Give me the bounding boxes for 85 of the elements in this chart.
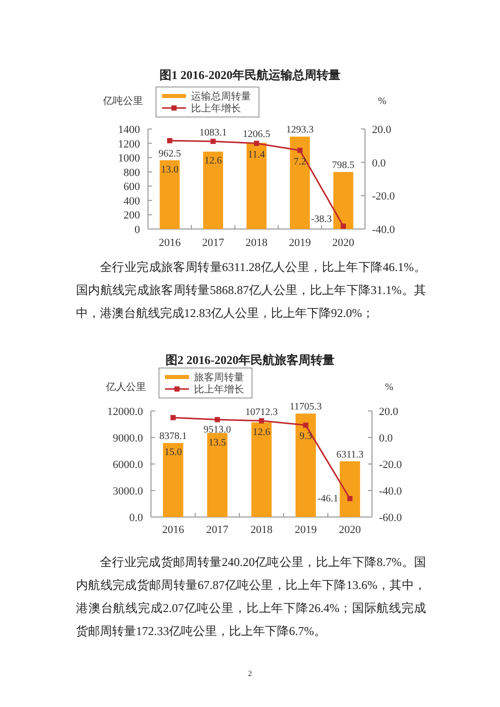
y-tick-label: 6000.0 [112,459,144,471]
data-label: 798.5 [332,160,355,171]
point [340,224,346,229]
data-label: 9513.0 [204,424,232,436]
data-label: 7.2 [294,156,306,168]
legend-label: 比上年增长 [194,384,244,396]
point [258,418,264,424]
legend-label: 运输总周转量 [191,90,251,102]
text: 全行业完成货邮周转量240.20亿吨公里，比上年下降8.7%。国内航线完成货邮周转量67.87亿吨公里，比上年下降13.6%，其中，港澳台航线完成2.07亿吨公里，比上年下降26.4%；国际航线完成货邮周转量172.33亿吨公里，比上年下降6.7%。 [76,554,426,640]
bar [160,160,180,229]
bar [203,152,224,229]
x-tick-label: 2019 [294,524,318,536]
bar [207,432,228,517]
y2-tick-label: -20.0 [379,459,402,471]
legend-label: 比上年增长 [191,102,241,114]
chart-title: 图1 2016-2020年民航运输总周转量 [160,68,340,82]
y2-axis-title: % [385,382,394,393]
point [170,415,176,420]
data-label: 6311.3 [336,449,364,460]
x-tick-label: 2020 [332,237,355,249]
data-label: 9.3 [299,431,312,442]
data-label: 962.5 [158,148,181,160]
point [347,496,352,502]
point [297,148,302,153]
chart-title: 图2 2016-2020年民航旅客周转量 [166,353,334,367]
data-label: 11705.3 [290,402,322,413]
y2-tick-label: 20.0 [379,406,399,418]
data-label: 12.6 [204,156,222,167]
x-tick-label: 2018 [246,237,268,249]
y-tick-label: 400 [124,195,140,208]
data-label: 1083.1 [199,127,227,138]
y-tick-label: 600 [124,181,140,194]
y2-tick-label: 20.0 [372,124,392,136]
y-tick-label: 200 [124,210,140,222]
y-tick-label: 0 [134,224,140,236]
x-tick-label: 2016 [158,237,182,249]
data-label: 1293.3 [286,124,314,136]
y-tick-label: 9000.0 [112,432,144,444]
x-tick-label: 2019 [288,237,312,249]
text: 2 [247,669,253,678]
data-label: 13.0 [160,164,178,176]
x-tick-label: 2017 [202,237,225,249]
point [210,138,216,144]
point [167,138,172,144]
x-tick-label: 2020 [338,524,362,536]
legend-label: 旅客周转量 [194,372,244,384]
data-label: 12.6 [252,426,270,438]
y2-tick-label: -60.0 [379,512,402,524]
bar [246,142,266,229]
bar [290,136,310,229]
data-label: -38.3 [310,214,332,225]
point [254,140,260,146]
x-tick-label: 2016 [162,524,185,536]
y2-axis-title: % [378,96,386,107]
y-tick-label: 3000.0 [112,486,144,498]
data-label: 11.4 [248,149,266,160]
y2-tick-label: -40.0 [379,486,402,498]
data-label: 8378.1 [159,430,187,442]
y2-tick-label: -20.0 [372,190,396,203]
y-axis-title: 亿吨公里 [102,95,143,107]
x-tick-label: 2017 [206,524,229,536]
bar [333,172,354,229]
data-label: 15.0 [164,446,182,458]
data-label: 1206.5 [242,128,270,140]
data-label: -46.1 [317,494,338,505]
data-label: 13.5 [208,438,226,449]
y2-tick-label: 0.0 [379,432,394,444]
x-tick-label: 2018 [250,524,273,536]
y-tick-label: 1200 [118,138,140,150]
y-tick-label: 12000.0 [107,406,144,418]
text: 全行业完成旅客周转量6311.28亿人公里，比上年下降46.1%。国内航线完成旅客周转量5868.87亿人公里，比上年下降31.1%。其中，港澳台航线完成12.83亿人公里，比上年下降92.0%； [76,259,426,322]
y-tick-label: 800 [124,166,140,179]
y-tick-label: 1000 [118,152,140,165]
bar [162,442,184,517]
bar [296,414,316,517]
data-label: 10712.3 [245,406,278,418]
y2-tick-label: 0.0 [372,157,386,170]
y-axis-title: 亿人公里 [105,381,146,393]
point [214,417,220,422]
bar [340,461,360,517]
y-tick-label: 1400 [118,124,140,136]
y2-tick-label: -40.0 [372,224,396,236]
y-tick-label: 0.0 [129,512,144,524]
bar [251,422,272,517]
point [303,422,308,428]
